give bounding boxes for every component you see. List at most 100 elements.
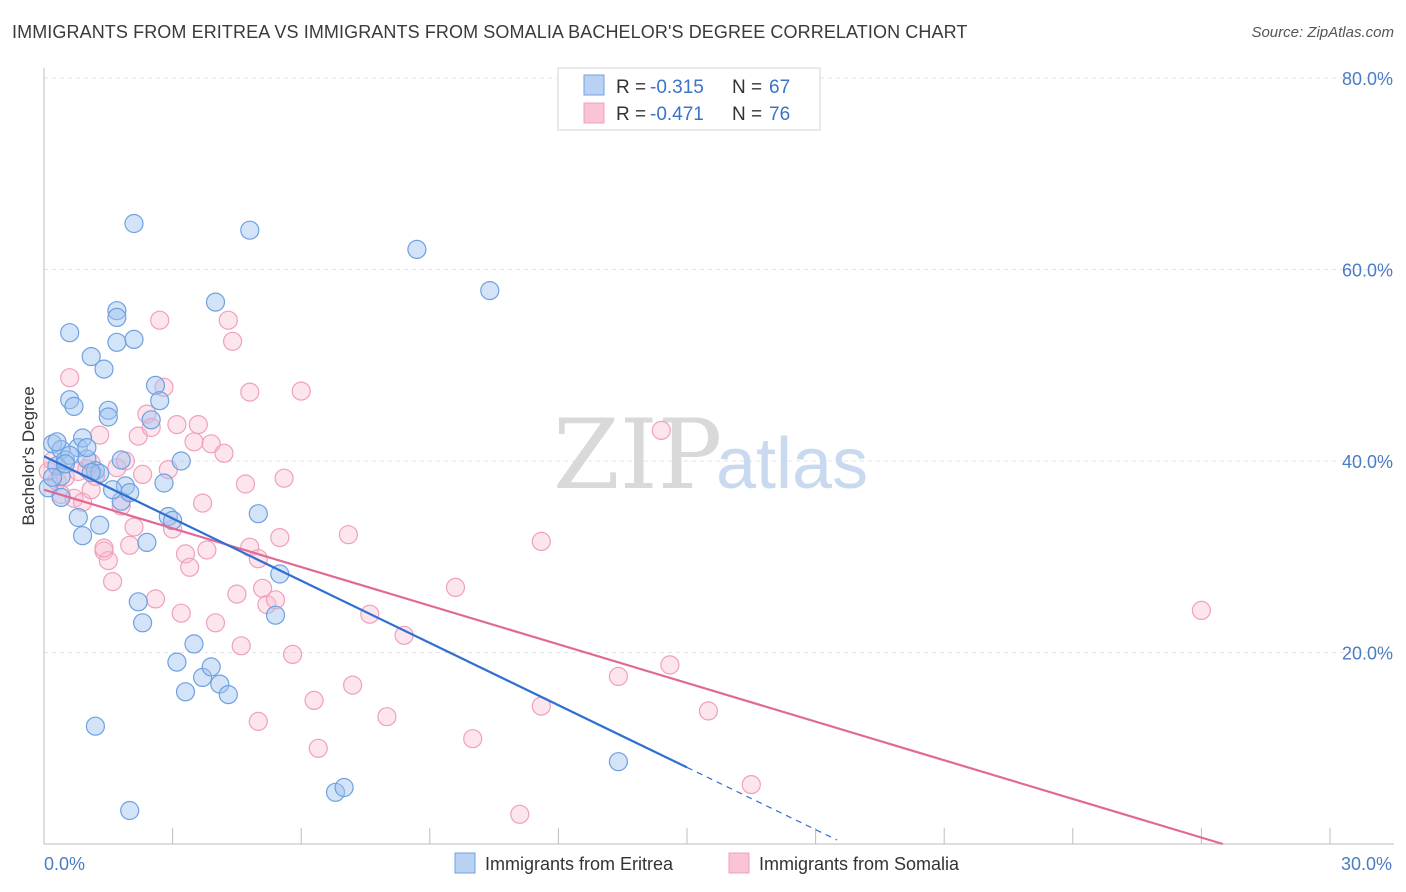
eritrea-point-55 [72,526,93,546]
eritrea-point-41 [201,657,221,677]
somalia-point-41 [218,310,238,330]
eritrea-point-53 [85,716,106,736]
legend-r-label-somalia: R = [616,104,646,125]
somalia-point-37 [197,540,217,560]
somalia-point-54 [291,381,311,401]
legend-swatch-eritrea [583,74,605,96]
eritrea-point-39 [175,682,196,702]
eritrea-point-57 [90,515,110,535]
somalia-point-70 [698,701,719,721]
eritrea-point-15 [94,359,114,379]
somalia-point-40 [214,443,234,463]
eritrea-point-36 [171,451,191,471]
somalia-point-30 [167,415,187,435]
eritrea-point-25 [124,213,144,234]
eritrea-trend-line [43,455,688,769]
eritrea-point-20 [107,332,127,352]
eritrea-point-19 [107,307,127,327]
somalia-point-62 [445,577,466,598]
legend-n-label-somalia: N = [732,104,762,125]
eritrea-point-58 [60,445,80,465]
eritrea-point-63 [42,467,63,487]
somalia-point-69 [660,655,680,675]
eritrea-point-8 [60,323,80,343]
somalia-point-50 [265,590,286,610]
somalia-point-33 [180,557,200,577]
somalia-point-61 [394,625,414,645]
eritrea-point-46 [265,605,286,625]
y-tick-label-40: 40.0% [1342,452,1393,472]
eritrea-point-35 [167,652,187,672]
watermark-atlas: atlas [716,424,868,504]
eritrea-point-51 [480,281,500,301]
watermark-zip: ZIP [553,399,722,511]
y-tick-label-60: 60.0% [1342,261,1393,281]
x-tick-label-max: 30.0% [1341,854,1392,874]
eritrea-point-7 [64,396,84,416]
eritrea-point-27 [133,613,153,633]
somalia-point-45 [235,474,256,494]
series-legend: Immigrants from Eritrea Immigrants from … [454,852,960,874]
somalia-points [38,310,1212,824]
eritrea-point-66 [111,450,131,470]
eritrea-point-17 [98,407,118,427]
eritrea-point-29 [141,410,161,430]
somalia-point-39 [205,613,226,633]
somalia-point-51 [270,527,290,548]
somalia-point-35 [188,415,208,435]
legend-r-value-somalia: -0.471 [650,104,704,125]
eritrea-point-37 [184,634,204,654]
x-axis-ticks [172,828,1331,844]
somalia-point-31 [171,603,191,623]
legend-swatch-somalia [583,102,605,124]
legend-r-value-eritrea: -0.315 [650,77,704,98]
somalia-point-60 [377,707,397,727]
legend-n-value-somalia: 76 [769,104,790,125]
legend-n-value-eritrea: 67 [769,77,790,98]
correlation-legend: R = -0.315 N = 67 R = -0.471 N = 76 [557,67,821,131]
eritrea-point-44 [240,220,260,240]
somalia-point-53 [283,644,303,665]
somalia-point-44 [231,636,251,656]
somalia-point-74 [94,538,114,558]
somalia-point-20 [124,517,144,537]
y-tick-label-20: 20.0% [1342,644,1393,664]
somalia-point-43 [227,584,247,604]
somalia-point-71 [741,774,761,795]
somalia-point-64 [510,804,530,824]
eritrea-point-26 [128,592,148,612]
eritrea-point-40 [205,292,226,312]
somalia-point-42 [223,331,243,351]
somalia-point-24 [141,417,161,438]
eritrea-point-50 [407,239,427,259]
eritrea-points [38,213,629,821]
eritrea-point-43 [218,684,238,705]
eritrea-point-49 [334,777,354,798]
eritrea-point-28 [137,532,157,553]
somalia-point-15 [102,571,123,592]
somalia-point-19 [120,535,140,555]
bottom-legend-label-eritrea: Immigrants from Eritrea [485,854,674,874]
eritrea-point-54 [120,800,140,821]
eritrea-point-10 [72,428,93,448]
somalia-point-66 [531,531,551,552]
eritrea-point-32 [154,473,174,493]
legend-n-label-eritrea: N = [732,77,762,98]
chart-title: IMMIGRANTS FROM ERITREA VS IMMIGRANTS FR… [12,22,968,42]
eritrea-trend-extension [686,766,838,841]
legend-r-label-eritrea: R = [616,77,646,98]
somalia-point-52 [274,468,294,488]
somalia-point-5 [60,368,80,388]
somalia-point-26 [150,310,170,330]
bottom-legend-swatch-somalia [728,852,750,874]
somalia-trend-line [43,488,1224,846]
somalia-point-63 [463,729,483,749]
gridlines [44,77,1394,653]
somalia-point-72 [1191,600,1212,621]
somalia-point-75 [248,711,268,732]
somalia-point-22 [133,464,153,484]
source-label: Source: ZipAtlas.com [1251,24,1394,41]
eritrea-point-52 [608,752,629,772]
y-axis-label: Bachelor's Degree [19,386,38,525]
